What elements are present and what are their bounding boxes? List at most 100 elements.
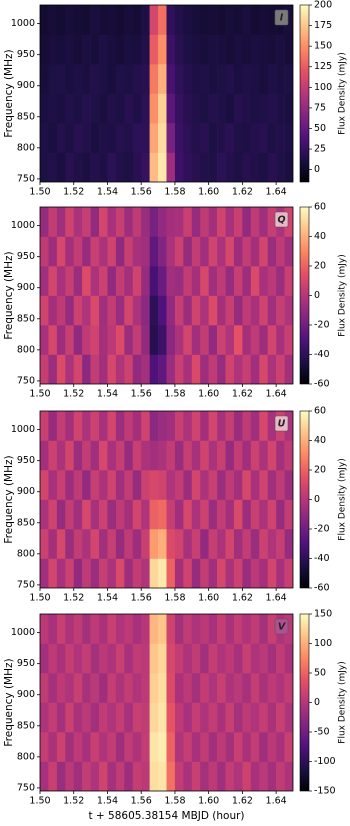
cell	[191, 440, 201, 471]
cell	[225, 470, 235, 500]
cell	[124, 761, 134, 791]
cell	[141, 702, 150, 733]
cell	[73, 207, 83, 237]
cell	[124, 411, 134, 441]
cell	[183, 5, 193, 35]
cell	[40, 673, 49, 703]
cell	[82, 411, 91, 441]
cell	[124, 152, 134, 182]
cell	[73, 440, 83, 471]
heatmap	[40, 207, 293, 384]
cell	[166, 761, 176, 791]
cell	[259, 325, 268, 355]
cell	[132, 5, 142, 35]
cell	[233, 325, 243, 355]
cell	[174, 354, 184, 384]
cell	[267, 93, 277, 124]
cell	[183, 152, 193, 182]
cell	[115, 354, 125, 384]
cell	[284, 411, 293, 441]
cell	[158, 529, 167, 559]
x-tick-label: 1.58	[164, 593, 185, 604]
cell	[115, 93, 125, 124]
cell	[284, 93, 293, 124]
cell	[82, 207, 91, 237]
cell	[200, 470, 209, 500]
cell	[115, 266, 125, 296]
cell	[208, 499, 218, 530]
cell	[208, 411, 218, 441]
cell	[208, 761, 218, 791]
colorbar-tick-label: 25	[314, 144, 326, 155]
cell	[225, 614, 235, 644]
cell	[250, 643, 260, 674]
cell	[183, 411, 193, 441]
cell	[250, 93, 260, 124]
cell	[284, 499, 293, 530]
cell	[115, 499, 125, 530]
cell	[65, 64, 75, 94]
cell	[250, 558, 260, 588]
cell	[73, 643, 83, 674]
cell	[166, 643, 176, 674]
cell	[40, 643, 49, 674]
cell	[73, 529, 83, 559]
cell	[259, 207, 268, 237]
cell	[65, 93, 75, 124]
cell	[107, 614, 117, 644]
cell	[40, 152, 49, 182]
cell	[141, 295, 150, 326]
cell	[233, 64, 243, 94]
cell	[107, 411, 117, 441]
cell	[99, 529, 108, 559]
cell	[124, 354, 134, 384]
cell	[149, 266, 159, 296]
x-tick-label: 1.50	[29, 187, 50, 198]
cell	[191, 236, 201, 267]
cell	[191, 499, 201, 530]
cell	[284, 732, 293, 762]
cell	[284, 614, 293, 644]
cell	[115, 702, 125, 733]
cell	[99, 152, 108, 182]
cell	[65, 499, 75, 530]
cell	[284, 529, 293, 559]
colorbar	[299, 613, 310, 792]
cell	[90, 207, 100, 237]
cell	[107, 470, 117, 500]
cell	[73, 123, 83, 153]
cell	[149, 411, 159, 441]
cell	[99, 440, 108, 471]
cell	[132, 152, 142, 182]
cell	[166, 207, 176, 237]
cell	[217, 499, 226, 530]
cell	[158, 558, 167, 588]
cell	[40, 558, 49, 588]
cell	[99, 643, 108, 674]
cell	[200, 702, 209, 733]
cell	[141, 123, 150, 153]
cell	[284, 643, 293, 674]
cell	[242, 673, 252, 703]
cell	[276, 761, 285, 791]
cell	[132, 325, 142, 355]
cell	[124, 440, 134, 471]
cell	[124, 558, 134, 588]
cell	[141, 614, 150, 644]
cell	[225, 411, 235, 441]
cell	[90, 761, 100, 791]
cell	[225, 266, 235, 296]
cell	[99, 123, 108, 153]
cell	[73, 152, 83, 182]
cell	[174, 702, 184, 733]
x-tick-label: 1.54	[97, 796, 118, 807]
cell	[141, 325, 150, 355]
cell	[276, 64, 285, 94]
cell	[99, 64, 108, 94]
cell	[82, 702, 91, 733]
cell	[208, 266, 218, 296]
cell	[284, 325, 293, 355]
cell	[149, 732, 159, 762]
cell	[200, 325, 209, 355]
x-tick-label: 1.56	[131, 796, 152, 807]
